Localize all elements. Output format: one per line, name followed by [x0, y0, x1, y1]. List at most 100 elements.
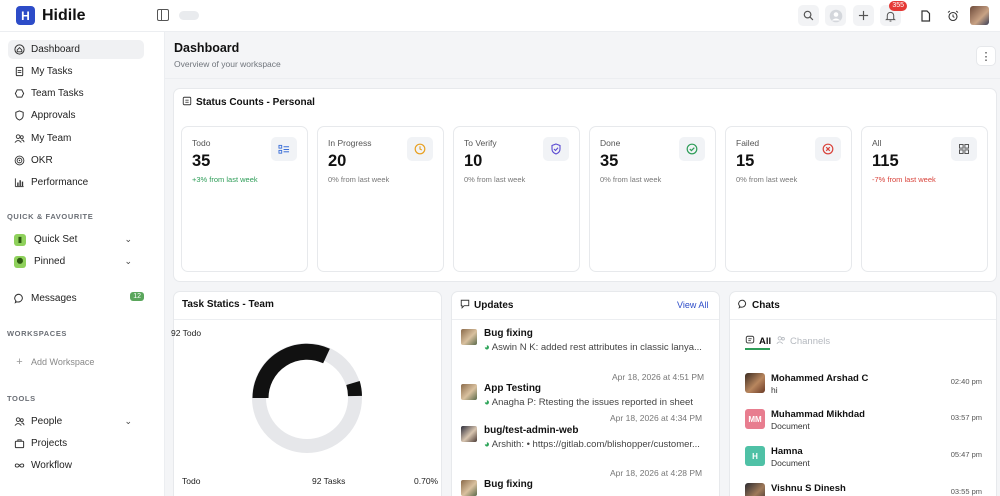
divider [452, 319, 719, 320]
whatsapp-icon: ◕ [484, 342, 490, 353]
stat-card-all[interactable]: All 115 -7% from last week [861, 126, 988, 272]
stat-card-to-verify[interactable]: To Verify 10 0% from last week [453, 126, 580, 272]
brand-name: Hidile [42, 6, 86, 24]
sidebar-item-people[interactable]: People ⌄ [8, 412, 138, 431]
plus-icon[interactable] [853, 5, 874, 26]
sidebar-item-label: Messages [31, 293, 77, 304]
stat-card-done[interactable]: Done 35 0% from last week [589, 126, 716, 272]
task-statics-panel [173, 291, 442, 496]
stat-label: To Verify [464, 138, 497, 148]
tab-label: Channels [790, 336, 831, 347]
sidebar-item-performance[interactable]: Performance [8, 173, 144, 192]
chat-item[interactable]: Mohammed Arshad C hi 02:40 pm [745, 373, 985, 397]
add-workspace-button[interactable]: + Add Workspace [8, 352, 144, 371]
avatar [745, 373, 765, 393]
more-options-icon[interactable]: ⋮ [976, 46, 996, 66]
sidebar-item-dashboard[interactable]: Dashboard [8, 40, 144, 59]
add-workspace-label: Add Workspace [31, 356, 95, 367]
sidebar-item-team-tasks[interactable]: Team Tasks [8, 84, 144, 103]
file-icon[interactable] [915, 5, 936, 26]
profile-avatar[interactable] [970, 6, 989, 25]
legend-label: Todo [182, 476, 201, 486]
quick-item-quick-set[interactable]: ▮ Quick Set ⌄ [8, 230, 138, 249]
sidebar-item-messages[interactable]: Messages 12 [8, 289, 144, 308]
donut-segment-todo[interactable] [252, 343, 330, 399]
bar-chart-icon [14, 177, 25, 188]
chats-title: Chats [738, 299, 780, 312]
stat-label: Done [600, 138, 621, 148]
stat-trend: 0% from last week [464, 175, 526, 184]
brand-logo: H [16, 6, 35, 25]
stat-label: All [872, 138, 882, 148]
section-label-quick-favourite: QUICK & FAVOURITE [7, 212, 94, 221]
update-title: App Testing [484, 383, 542, 394]
sidebar-item-label: My Tasks [31, 66, 73, 77]
sidebar-item-workflow[interactable]: Workflow [8, 456, 144, 475]
stat-trend: 0% from last week [736, 175, 798, 184]
user-icon[interactable] [825, 5, 846, 26]
divider [174, 319, 441, 320]
stat-value: 35 [600, 152, 619, 170]
chat-name: Mohammed Arshad C [771, 373, 869, 384]
update-text-body: Anagha P: Rtesting the issues reported i… [491, 397, 693, 408]
stat-card-failed[interactable]: Failed 15 0% from last week [725, 126, 852, 272]
chevron-down-icon[interactable]: ⌄ [124, 416, 132, 426]
update-time: Apr 18, 2026 at 4:34 PM [610, 413, 703, 423]
chat-all-icon [745, 335, 755, 348]
updates-icon [460, 299, 470, 312]
chevron-down-icon[interactable]: ⌄ [124, 256, 132, 266]
chat-item[interactable]: H Hamna Document 05:47 pm [745, 446, 985, 470]
stat-trend: -7% from last week [872, 175, 936, 184]
sidebar-item-okr[interactable]: OKR [8, 151, 144, 170]
stat-value: 20 [328, 152, 347, 170]
divider [730, 319, 996, 320]
stat-card-in-progress[interactable]: In Progress 20 0% from last week [317, 126, 444, 272]
bell-icon[interactable]: 355 [880, 1, 907, 26]
tab-channels[interactable]: Channels [776, 335, 830, 348]
brand[interactable]: H Hidile [16, 6, 86, 25]
sidebar-item-my-team[interactable]: My Team [8, 129, 144, 148]
chevron-down-icon[interactable]: ⌄ [124, 234, 132, 244]
update-text: ◕ Aswin N K: added rest attributes in cla… [484, 341, 710, 354]
chat-item[interactable]: Vishnu S Dinesh 03:55 pm [745, 483, 985, 496]
clipboard-icon [14, 66, 25, 77]
quick-item-pinned[interactable]: ⯃ Pinned ⌄ [8, 252, 138, 271]
alarm-icon[interactable] [942, 5, 963, 26]
view-all-link[interactable]: View All [677, 300, 709, 310]
chat-message: Document [771, 458, 810, 468]
stat-label: Failed [736, 138, 760, 148]
sidebar-item-approvals[interactable]: Approvals [8, 106, 144, 125]
updates-title-text: Updates [474, 300, 514, 311]
sidebar-item-my-tasks[interactable]: My Tasks [8, 62, 144, 81]
sidebar-item-label: Projects [31, 438, 68, 449]
donut-segment-other[interactable] [346, 380, 362, 397]
team-tasks-icon [14, 88, 25, 99]
sidebar-item-label: Performance [31, 177, 89, 188]
top-pill[interactable] [179, 11, 199, 20]
tab-all[interactable]: All [745, 335, 771, 348]
quick-item-label: Pinned [34, 256, 66, 267]
notification-count-badge: 355 [889, 1, 907, 11]
chat-time: 03:57 pm [950, 413, 982, 422]
status-counts-title: Status Counts - Personal [182, 96, 315, 109]
legend-tasks: 92 Tasks [312, 476, 346, 486]
avatar [461, 384, 477, 400]
section-label-tools: TOOLS [7, 394, 36, 403]
sidebar-item-label: Dashboard [31, 44, 80, 55]
quick-set-icon: ▮ [14, 233, 26, 246]
stat-card-todo[interactable]: Todo 35 +3% from last week [181, 126, 308, 272]
chart-label: 92 Todo [171, 328, 202, 338]
avatar [461, 329, 477, 345]
message-icon [14, 293, 25, 304]
tab-label: All [759, 336, 772, 347]
avatar: H [745, 446, 765, 466]
stat-trend: +3% from last week [192, 175, 258, 184]
chat-time: 05:47 pm [950, 450, 982, 459]
users-icon [14, 416, 25, 427]
sidebar-item-projects[interactable]: Projects [8, 434, 144, 453]
sidebar-toggle-icon[interactable] [157, 9, 169, 21]
avatar [745, 483, 765, 496]
search-icon[interactable] [798, 5, 819, 26]
header-divider [165, 78, 1000, 79]
chat-item[interactable]: MM Muhammad Mikhdad Document 03:57 pm [745, 409, 985, 433]
